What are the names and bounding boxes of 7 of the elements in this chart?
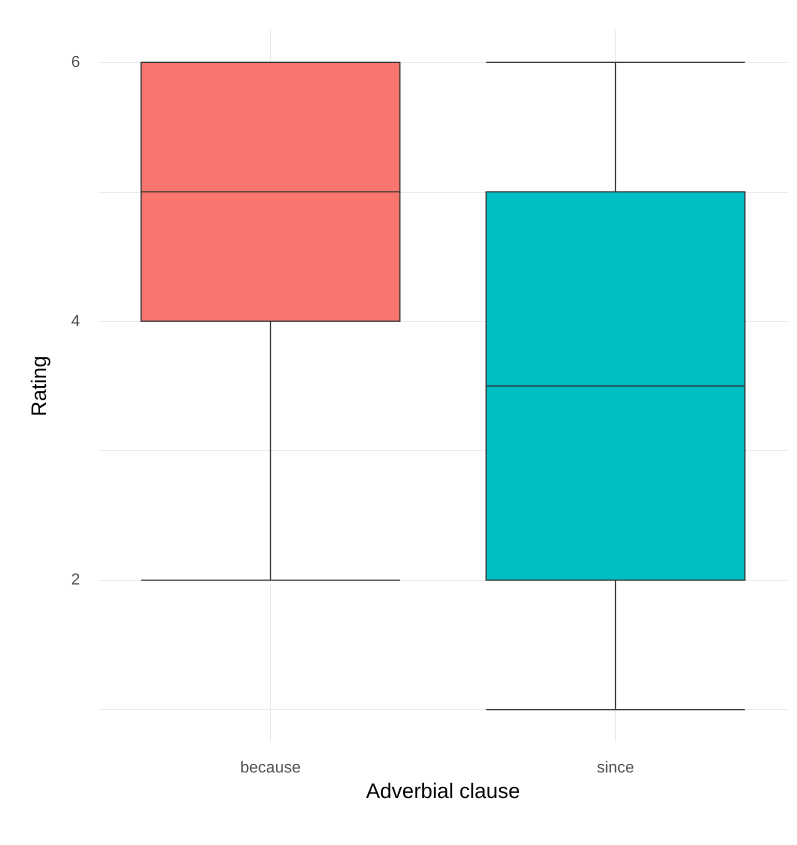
- y-tick-label: 6: [71, 54, 80, 71]
- y-tick-label: 2: [71, 572, 80, 589]
- x-tick-label: because: [240, 760, 301, 776]
- x-axis-title: Adverbial clause: [366, 780, 520, 803]
- y-axis-title: Rating: [28, 356, 51, 416]
- x-tick-label: since: [596, 760, 634, 776]
- y-tick-label: 4: [71, 312, 80, 330]
